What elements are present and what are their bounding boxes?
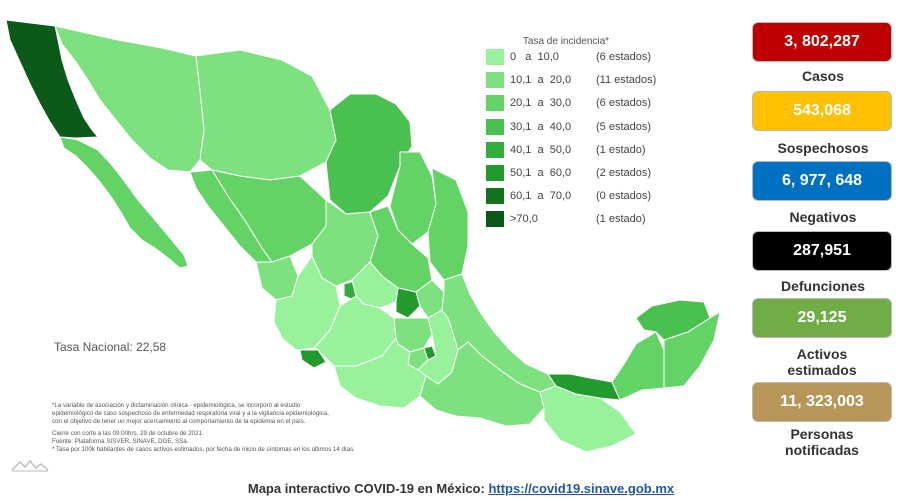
stats-panel: 3, 802,287 Casos 543,068 Sospechosos 6, …: [752, 22, 894, 458]
legend-count: (1 estado): [596, 213, 646, 226]
legend-count: (11 estados): [596, 74, 657, 87]
national-rate-label: Tasa Nacional: 22,58: [54, 340, 167, 354]
legend-range: 0 a 10,0: [510, 51, 559, 63]
state-zacatecas[interactable]: [311, 199, 379, 287]
state-campeche[interactable]: [611, 331, 665, 401]
footer: Mapa interactivo COVID-19 en México: htt…: [0, 481, 922, 496]
interactive-map-link[interactable]: https://covid19.sinave.gob.mx: [488, 481, 675, 496]
active-estimated-value-box: 29,125: [752, 298, 892, 338]
cutoff-note: Cierre con corte a las 09:00hrs, 29 de o…: [52, 430, 204, 438]
state-quintana-roo[interactable]: [663, 310, 721, 389]
suspected-label: Sospechosos: [777, 140, 869, 156]
state-nayarit[interactable]: [255, 255, 299, 301]
legend-row: 10,1 a 20,0 (11 estados): [486, 70, 676, 93]
legend-range: 20,1 a 30,0: [510, 97, 572, 110]
sinave-logo-icon: [11, 459, 49, 472]
negatives-label: Negativos: [789, 209, 857, 225]
legend-title: Tasa de incidencia*: [522, 36, 610, 47]
state-colima[interactable]: [299, 349, 327, 369]
legend-range: >70,0: [510, 213, 538, 226]
note-line: con el objetivo de tener un mejor acerca…: [52, 417, 306, 425]
legend-range: 60,1 a 70,0: [510, 190, 572, 203]
legend-range: 40,1 a 50,0: [510, 143, 572, 156]
legend-row: 40,1 a 50,0 (1 estado): [486, 140, 676, 163]
legend-count: (6 estados): [596, 51, 652, 63]
rate-note: * Tasa por 100k habitantes de casos acti…: [52, 445, 355, 453]
legend-range: 10,1 a 20,0: [510, 74, 572, 87]
state-sonora[interactable]: [54, 25, 205, 173]
map-canvas: [5, 19, 721, 453]
legend-swatch: [486, 141, 504, 158]
legend-count: (1 estado): [596, 143, 646, 156]
legend-swatch: [486, 211, 504, 228]
legend-row: >70,0 (1 estado): [486, 209, 676, 232]
source-note: Fuente: Plataforma SISVER, SINAVE, DGE, …: [52, 438, 189, 446]
state-nuevo-leon[interactable]: [389, 151, 437, 245]
state-baja-california-sur[interactable]: [59, 136, 189, 269]
legend-count: (5 estados): [596, 120, 652, 133]
legend-count: (6 estados): [596, 97, 652, 110]
state-coahuila[interactable]: [325, 93, 413, 215]
legend-row: 0 a 10,0 (6 estados): [486, 47, 676, 70]
notified-persons-label: Personas notificadas: [785, 426, 859, 458]
suspected-value-box: 543,068: [752, 91, 892, 131]
footer-label: Mapa interactivo COVID-19 en México:: [247, 481, 489, 496]
legend-swatch: [486, 118, 504, 135]
cases-value-box: 3, 802,287: [752, 22, 892, 62]
state-tamaulipas[interactable]: [427, 167, 469, 281]
cases-label: Casos: [801, 68, 845, 84]
legend-row: 30,1 a 40,0 (5 estados): [486, 117, 676, 140]
legend-swatch: [486, 72, 504, 89]
legend-swatch: [486, 188, 504, 205]
footnotes: *La variable de asociación y dictaminaci…: [52, 402, 432, 454]
legend-count: (0 estados): [596, 190, 652, 203]
state-chihuahua[interactable]: [195, 49, 337, 181]
legend-swatch: [486, 95, 504, 112]
note-line: *La variable de asociación y dictaminaci…: [52, 402, 301, 409]
deaths-label: Defunciones: [780, 278, 865, 294]
state-baja-california[interactable]: [5, 19, 100, 139]
state-guerrero[interactable]: [333, 336, 427, 409]
negatives-value-box: 6, 977, 648: [752, 161, 892, 201]
active-estimated-label: Activos estimados: [787, 346, 857, 378]
legend-count: (2 estados): [596, 166, 652, 179]
legend-range: 30,1 a 40,0: [510, 120, 572, 133]
notified-persons-value-box: 11, 323,003: [752, 382, 892, 422]
legend-row: 20,1 a 30,0 (6 estados): [486, 93, 676, 116]
legend-swatch: [486, 49, 504, 65]
legend-range: 50,1 a 60,0: [510, 166, 572, 179]
legend-swatch: [486, 164, 504, 181]
note-line: epidemiológico de caso sospechoso de enf…: [52, 409, 329, 417]
legend-row: 50,1 a 60,0 (2 estados): [486, 163, 676, 186]
incidence-legend: Tasa de incidencia* 0 a 10,0 (6 estados) 1…: [486, 36, 676, 233]
legend-rows: 0 a 10,0 (6 estados) 10,1 a 20,0 (11 estado…: [486, 47, 676, 233]
deaths-value-box: 287,951: [752, 231, 892, 271]
legend-row: 60,1 a 70,0 (0 estados): [486, 186, 676, 209]
mexico-incidence-map: [5, 19, 721, 453]
